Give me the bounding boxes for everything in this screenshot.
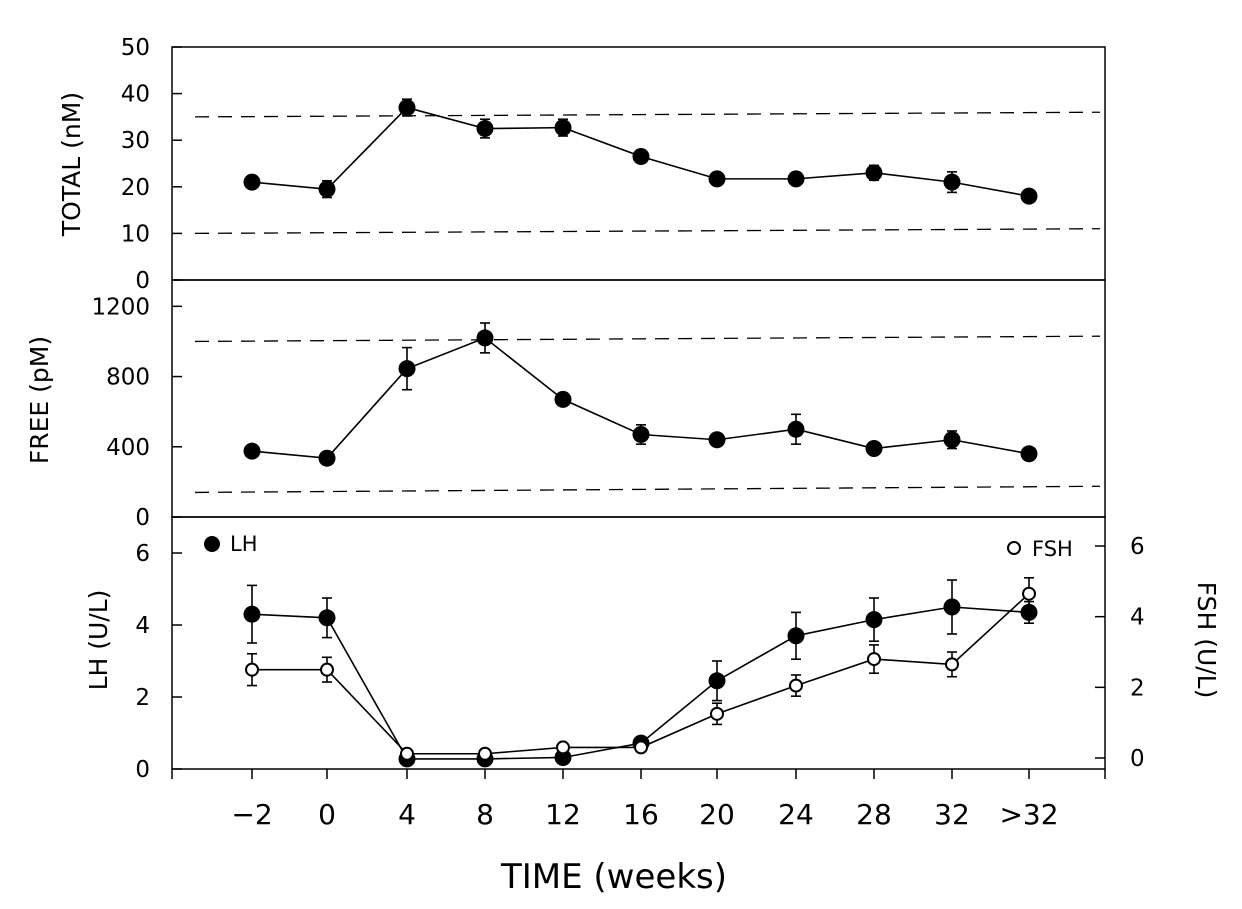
gonadotropins-y-tick-label: 2 (135, 685, 150, 711)
free-point (943, 431, 961, 449)
free-point (632, 425, 650, 443)
total-point (632, 148, 650, 166)
fsh-point (556, 740, 570, 755)
x-tick-label: 16 (623, 798, 659, 831)
x-tick-label: 28 (856, 798, 892, 831)
x-tick-label: 4 (398, 798, 416, 831)
fsh-point (867, 652, 881, 667)
fsh-point (478, 746, 492, 761)
gonadotropin-panel-frame (171, 516, 1106, 770)
total-point (243, 173, 261, 191)
x-tick-label: 20 (699, 798, 735, 831)
total-y-tick-label: 0 (135, 268, 150, 294)
free-point (708, 431, 726, 449)
x-tick-label: 8 (476, 798, 494, 831)
total-upper-normal-limit (194, 111, 1101, 118)
fsh-legend-label: FSH (1032, 537, 1073, 561)
lh-point (787, 627, 805, 645)
lh-point (243, 605, 261, 623)
total-point (865, 164, 883, 182)
lh-point (1020, 603, 1038, 621)
total-point (554, 119, 572, 137)
total-point (476, 120, 494, 138)
x-tick-label: 24 (778, 798, 814, 831)
total-y-axis-title: TOTAL (nM) (57, 92, 86, 237)
fsh-point (320, 662, 334, 677)
fsh-point (400, 746, 414, 761)
free-point (865, 440, 883, 458)
free-y-tick-label: 0 (135, 505, 150, 531)
lh-point (865, 611, 883, 629)
total-y-tick-label: 20 (121, 175, 150, 201)
fsh-point (1022, 586, 1036, 601)
fsh-point (245, 662, 259, 677)
total-point (1020, 187, 1038, 205)
free-point (318, 449, 336, 467)
fsh-point (789, 678, 803, 693)
fsh-y-tick-label: 6 (1130, 534, 1145, 560)
total-y-tick-label: 10 (121, 221, 150, 247)
free-point (787, 420, 805, 438)
x-tick-label: >32 (999, 798, 1058, 831)
x-tick-label: 12 (545, 798, 581, 831)
total-y-tick-label: 30 (121, 128, 150, 154)
total-y-tick-label: 40 (121, 82, 150, 108)
free-point (398, 360, 416, 378)
x-tick-label: 0 (318, 798, 336, 831)
lh-y-axis-title: LH (U/L) (84, 590, 113, 691)
total-point (318, 180, 336, 198)
lh-legend-marker (204, 536, 220, 552)
fsh-point (710, 706, 724, 721)
total-lower-normal-limit (194, 228, 1101, 235)
free-point (243, 442, 261, 460)
lh-legend-label: LH (230, 532, 258, 556)
total-point (708, 170, 726, 188)
free-lower-normal-limit (194, 485, 1101, 494)
fsh-point (634, 740, 648, 755)
x-axis-title: TIME (weeks) (500, 857, 727, 897)
total-point (943, 173, 961, 191)
free-point (554, 390, 572, 408)
fsh-legend-marker (1007, 541, 1021, 555)
lh-point (708, 672, 726, 690)
lh-point (943, 598, 961, 616)
free-y-tick-label: 1200 (91, 294, 150, 320)
lh-point (554, 748, 572, 766)
gonadotropins-y-tick-label: 0 (135, 757, 150, 783)
free-point (1020, 445, 1038, 463)
free-point (476, 329, 494, 347)
total-y-tick-label: 50 (121, 35, 150, 61)
gonadotropins-y-tick-label: 4 (135, 613, 150, 639)
free-y-tick-label: 400 (106, 435, 150, 461)
x-tick-label: −2 (231, 798, 272, 831)
free-y-tick-label: 800 (106, 365, 150, 391)
lh-point (318, 609, 336, 627)
x-tick-label: 32 (934, 798, 970, 831)
free-y-axis-title: FREE (pM) (25, 336, 54, 464)
total-point (787, 170, 805, 188)
fsh-y-axis-title: FSH (U/L) (1192, 582, 1221, 699)
total-point (398, 99, 416, 117)
fsh-y-tick-label: 0 (1130, 746, 1145, 772)
fsh-y-tick-label: 4 (1130, 605, 1145, 631)
fsh-y-tick-label: 2 (1130, 675, 1145, 701)
free-upper-normal-limit (194, 335, 1101, 343)
fsh-point (945, 657, 959, 672)
gonadotropins-y-tick-label: 6 (135, 541, 150, 567)
